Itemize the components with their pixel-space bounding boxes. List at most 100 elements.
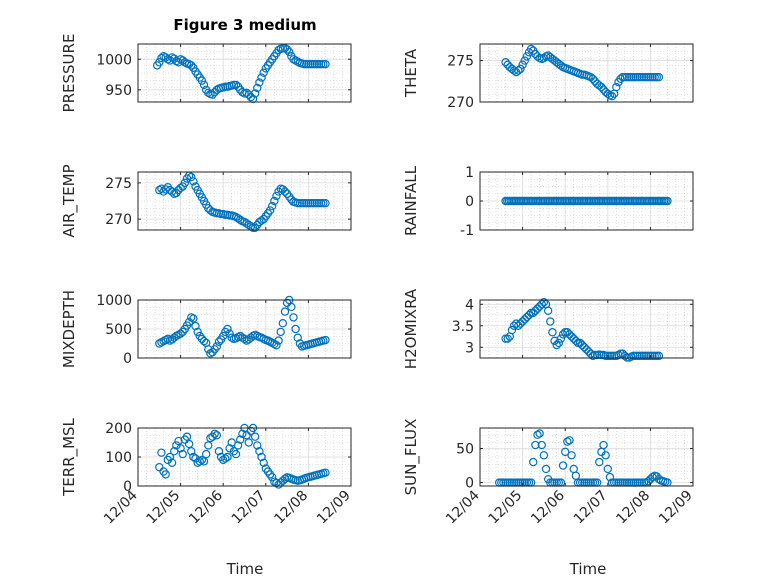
data-point	[172, 441, 181, 450]
data-point	[552, 340, 561, 350]
data-point	[276, 327, 285, 337]
data-point	[571, 336, 581, 346]
data-point	[225, 444, 234, 453]
data-point	[212, 431, 222, 440]
data-point	[189, 177, 198, 186]
data-point	[605, 472, 615, 482]
data-point	[225, 329, 234, 338]
y-axis-label: AIR_TEMP	[60, 164, 79, 237]
data-point	[184, 439, 194, 449]
data-point	[580, 343, 589, 352]
data-point	[280, 474, 290, 483]
subplot-h2omixra: 3 3.5 4 H2OMIXRA	[402, 288, 694, 369]
data-point	[253, 441, 262, 450]
data-point	[231, 80, 241, 90]
data-point	[165, 452, 175, 462]
data-point	[274, 336, 283, 345]
y-tick-label: 1000	[96, 52, 132, 68]
y-tick-label: 0	[465, 194, 474, 210]
data-point	[526, 44, 536, 54]
data-point	[285, 47, 294, 57]
data-point	[522, 52, 532, 61]
data-point	[321, 198, 330, 208]
data-point	[267, 473, 277, 482]
data-point	[556, 334, 566, 343]
data-point	[199, 457, 209, 466]
data-point	[507, 325, 517, 335]
y-tick-label: 100	[105, 450, 132, 466]
y-tick-label: 0	[123, 479, 132, 495]
data-point	[654, 351, 664, 361]
data-point	[231, 212, 241, 222]
data-point	[231, 449, 241, 459]
data-point	[597, 82, 606, 92]
data-point	[548, 328, 557, 337]
data-point	[535, 429, 544, 438]
data-point	[248, 94, 258, 104]
data-point	[182, 432, 192, 441]
data-point	[267, 201, 277, 211]
x-axis-label-right: Time	[569, 560, 607, 578]
data-point	[614, 350, 623, 360]
y-tick-label: 1000	[96, 293, 132, 309]
data-point	[567, 332, 576, 341]
data-point	[244, 438, 253, 447]
data-point	[554, 338, 564, 348]
data-point	[199, 336, 209, 346]
subplot-mixdepth: 0 500 1000 MIXDEPTH	[60, 290, 352, 368]
data-point	[563, 328, 572, 337]
data-point	[539, 451, 549, 460]
data-point	[537, 440, 546, 450]
data-point	[518, 317, 527, 326]
data-point	[586, 349, 595, 358]
plot-area	[138, 44, 351, 102]
y-tick-label: 950	[105, 83, 132, 99]
data-point	[259, 68, 268, 77]
data-point	[558, 330, 568, 339]
data-point	[501, 58, 510, 67]
y-tick-label: 3	[465, 340, 474, 356]
data-point	[170, 333, 179, 342]
data-point	[210, 429, 219, 438]
data-point	[270, 196, 279, 206]
data-point	[520, 56, 529, 65]
data-point	[223, 452, 232, 462]
data-point	[599, 440, 608, 450]
data-point	[539, 297, 549, 307]
data-point	[270, 477, 279, 486]
data-point	[197, 76, 207, 85]
data-point	[584, 347, 593, 356]
data-point	[531, 306, 540, 315]
data-point	[265, 206, 275, 215]
data-point	[221, 454, 230, 463]
data-point	[558, 461, 568, 470]
data-point	[529, 457, 538, 467]
data-point	[533, 304, 542, 313]
data-point	[187, 447, 196, 456]
data-point	[257, 73, 266, 82]
subplot-air-temp: 270 275 AIR_TEMP	[60, 164, 352, 238]
data-point	[516, 64, 525, 74]
data-point	[214, 447, 224, 456]
data-point	[272, 191, 281, 201]
y-axis-label: PRESSURE	[60, 34, 78, 113]
subplot-theta: 270 275 THETA	[402, 43, 694, 111]
data-point	[197, 455, 207, 465]
data-point	[289, 313, 298, 322]
data-point	[567, 451, 576, 460]
data-point	[620, 351, 630, 361]
data-point	[255, 447, 264, 456]
y-tick-label: 200	[105, 421, 132, 437]
data-point	[565, 436, 574, 445]
y-tick-label: 275	[447, 54, 474, 70]
figure-title: Figure 3 medium	[173, 16, 316, 34]
data-point	[293, 333, 302, 342]
data-point	[233, 214, 243, 223]
data-point	[278, 319, 288, 328]
data-point	[529, 308, 538, 318]
data-point	[204, 441, 213, 450]
data-point	[321, 468, 330, 477]
data-point	[233, 441, 243, 450]
